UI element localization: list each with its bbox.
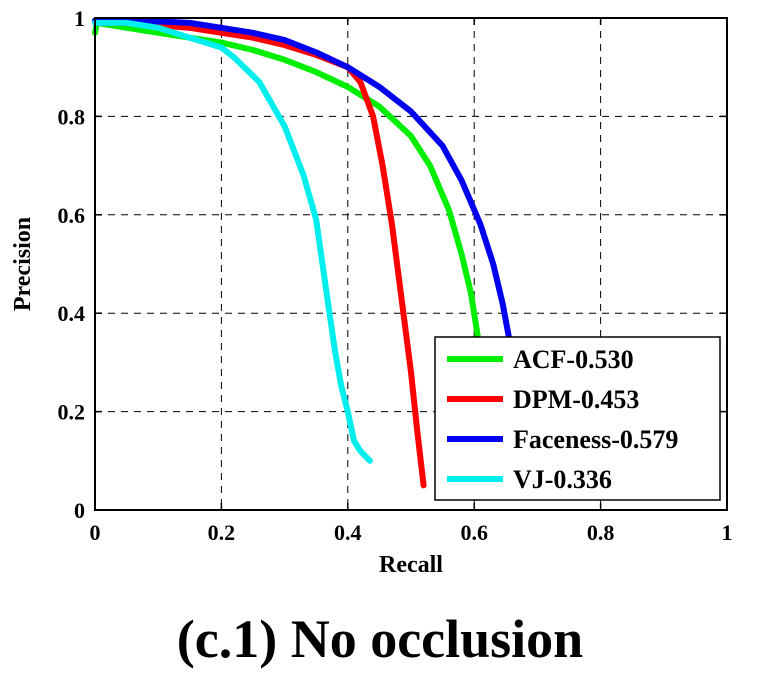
x-tick-label: 0.6	[460, 520, 488, 545]
series-layer	[92, 17, 512, 489]
x-tick-label: 0	[90, 520, 101, 545]
series-line	[92, 19, 427, 489]
y-tick-labels: 0 0.2 0.4 0.6 0.8 1	[58, 6, 86, 523]
series-line	[92, 17, 512, 341]
x-tick-label: 1	[722, 520, 733, 545]
y-axis-label: Precision	[10, 217, 36, 311]
legend-label: VJ-0.336	[513, 465, 612, 494]
ticks	[94, 17, 728, 511]
x-tick-labels: 0 0.2 0.4 0.6 0.8 1	[90, 520, 733, 545]
y-tick-label: 1	[74, 6, 85, 31]
legend-label: DPM-0.453	[513, 385, 639, 414]
y-tick-label: 0.2	[58, 400, 86, 425]
legend-label: ACF-0.530	[513, 345, 634, 374]
x-axis-label: Recall	[379, 552, 443, 578]
legend-label: Faceness-0.579	[513, 425, 678, 454]
series-line	[92, 19, 373, 464]
x-tick-label: 0.4	[334, 520, 362, 545]
y-tick-label: 0	[74, 498, 85, 523]
x-tick-label: 0.2	[208, 520, 236, 545]
plot-frame	[94, 17, 728, 511]
x-tick-label: 0.8	[587, 520, 615, 545]
figure-caption: (c.1) No occlusion	[176, 609, 584, 669]
y-tick-label: 0.8	[58, 104, 86, 129]
y-tick-label: 0.6	[58, 203, 86, 228]
series-line	[92, 19, 481, 341]
y-tick-label: 0.4	[58, 301, 86, 326]
legend: ACF-0.530 DPM-0.453 Faceness-0.579 VJ-0.336	[434, 336, 721, 501]
legend-box	[434, 336, 721, 501]
precision-recall-chart: 0 0.2 0.4 0.6 0.8 1 0 0.2 0.4 0.6 0.8 1 Recall Pre…	[10, 6, 733, 578]
